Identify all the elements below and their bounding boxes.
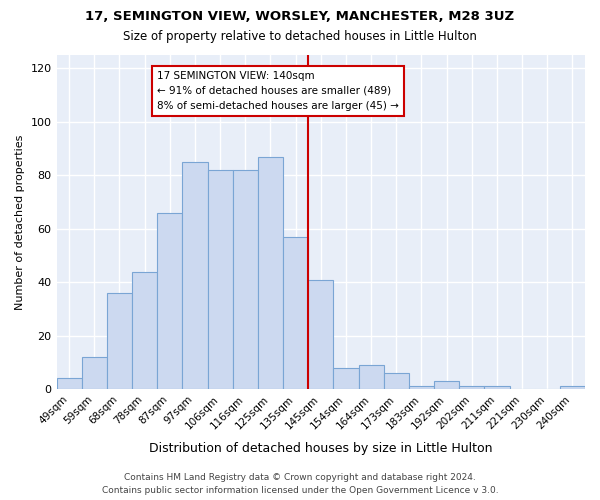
Bar xyxy=(334,368,359,389)
Bar xyxy=(308,280,334,389)
Y-axis label: Number of detached properties: Number of detached properties xyxy=(15,134,25,310)
Bar xyxy=(359,365,383,389)
Bar xyxy=(560,386,585,389)
Bar xyxy=(132,272,157,389)
Bar xyxy=(233,170,258,389)
Bar xyxy=(182,162,208,389)
Text: Contains HM Land Registry data © Crown copyright and database right 2024.
Contai: Contains HM Land Registry data © Crown c… xyxy=(101,474,499,495)
Bar xyxy=(258,156,283,389)
Bar xyxy=(484,386,509,389)
Bar xyxy=(208,170,233,389)
Text: 17, SEMINGTON VIEW, WORSLEY, MANCHESTER, M28 3UZ: 17, SEMINGTON VIEW, WORSLEY, MANCHESTER,… xyxy=(85,10,515,23)
Bar xyxy=(383,373,409,389)
Text: Size of property relative to detached houses in Little Hulton: Size of property relative to detached ho… xyxy=(123,30,477,43)
Bar xyxy=(409,386,434,389)
X-axis label: Distribution of detached houses by size in Little Hulton: Distribution of detached houses by size … xyxy=(149,442,493,455)
Bar xyxy=(82,357,107,389)
Bar xyxy=(56,378,82,389)
Bar xyxy=(434,381,459,389)
Text: 17 SEMINGTON VIEW: 140sqm
← 91% of detached houses are smaller (489)
8% of semi-: 17 SEMINGTON VIEW: 140sqm ← 91% of detac… xyxy=(157,71,399,110)
Bar xyxy=(107,293,132,389)
Bar xyxy=(283,237,308,389)
Bar xyxy=(459,386,484,389)
Bar xyxy=(157,212,182,389)
